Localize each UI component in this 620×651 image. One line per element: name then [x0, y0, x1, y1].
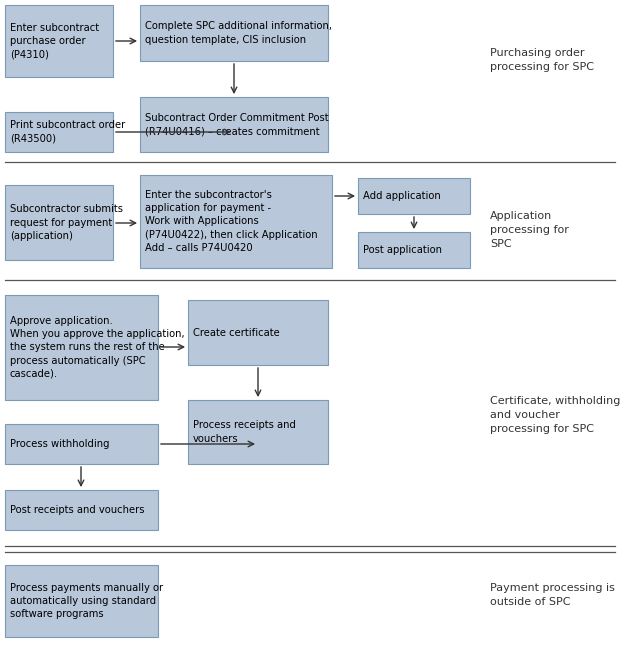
Bar — [5, 185, 113, 260]
Text: Certificate, withholding,
and voucher
processing for SPC: Certificate, withholding, and voucher pr… — [490, 396, 620, 434]
Text: Enter subcontract
purchase order
(P4310): Enter subcontract purchase order (P4310) — [10, 23, 99, 59]
Text: Post receipts and vouchers: Post receipts and vouchers — [10, 505, 144, 515]
Text: Purchasing order
processing for SPC: Purchasing order processing for SPC — [490, 48, 594, 72]
Text: Approve application.
When you approve the application,
the system runs the rest : Approve application. When you approve th… — [10, 316, 185, 379]
Bar — [358, 178, 470, 214]
Bar — [140, 5, 328, 61]
Text: Subcontractor submits
request for payment
(application): Subcontractor submits request for paymen… — [10, 204, 123, 241]
Text: Application
processing for
SPC: Application processing for SPC — [490, 211, 569, 249]
Bar — [358, 232, 470, 268]
Text: Enter the subcontractor's
application for payment -
Work with Applications
(P74U: Enter the subcontractor's application fo… — [145, 190, 317, 253]
Text: Subcontract Order Commitment Post
(R74U0416) – creates commitment: Subcontract Order Commitment Post (R74U0… — [145, 113, 329, 136]
Text: Print subcontract order
(R43500): Print subcontract order (R43500) — [10, 120, 125, 144]
Bar — [188, 400, 328, 464]
Bar — [140, 175, 332, 268]
Text: Process withholding: Process withholding — [10, 439, 110, 449]
Text: Process receipts and
vouchers: Process receipts and vouchers — [193, 421, 296, 443]
Bar — [5, 565, 158, 637]
Bar — [188, 300, 328, 365]
Text: Post application: Post application — [363, 245, 442, 255]
Bar — [5, 424, 158, 464]
Bar — [140, 97, 328, 152]
Text: Add application: Add application — [363, 191, 441, 201]
Bar — [5, 112, 113, 152]
Bar — [5, 295, 158, 400]
Bar — [5, 490, 158, 530]
Text: Payment processing is
outside of SPC: Payment processing is outside of SPC — [490, 583, 615, 607]
Text: Process payments manually or
automatically using standard
software programs: Process payments manually or automatical… — [10, 583, 163, 619]
Text: Complete SPC additional information,
question template, CIS inclusion: Complete SPC additional information, que… — [145, 21, 332, 45]
Text: Create certificate: Create certificate — [193, 327, 280, 337]
Bar — [5, 5, 113, 77]
